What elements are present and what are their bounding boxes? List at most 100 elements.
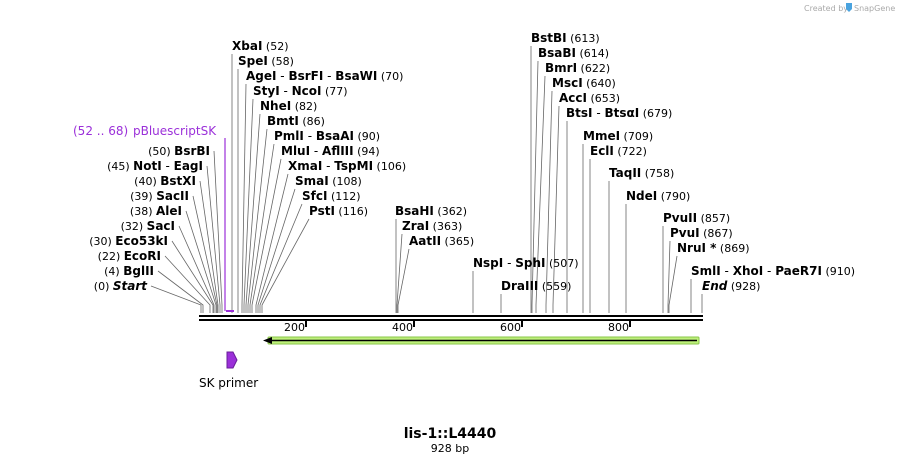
enzyme-label-32[interactable]: BtsI - BtsαI (679) <box>566 106 672 120</box>
enzyme-label-16[interactable]: (38) AleI <box>130 204 182 218</box>
enzyme-name: AgeI <box>246 69 276 83</box>
enzyme-label-40[interactable]: SmlI - XhoI - PaeR7I (910) <box>691 264 855 278</box>
enzyme-position: (82) <box>291 100 317 113</box>
enzyme-name: MluI <box>281 144 310 158</box>
enzyme-position: (40) <box>134 175 160 188</box>
enzyme-label-24[interactable]: AatII (365) <box>409 234 474 248</box>
enzyme-label-0[interactable]: XbaI (52) <box>232 39 288 53</box>
enzyme-separator: - <box>593 106 605 120</box>
enzyme-label-36[interactable]: NdeI (790) <box>626 189 690 203</box>
enzyme-label-7[interactable]: MluI - AflIII (94) <box>281 144 380 158</box>
enzyme-label-5[interactable]: BmtI (86) <box>267 114 325 128</box>
enzyme-label-30[interactable]: MscI (640) <box>552 76 616 90</box>
enzyme-label-18[interactable]: (30) Eco53kI <box>89 234 168 248</box>
enzyme-label-31[interactable]: AccI (653) <box>559 91 620 105</box>
enzyme-label-21[interactable]: (0) Start <box>94 279 148 293</box>
backbone-bottom-strand[interactable] <box>199 319 703 321</box>
enzyme-connector <box>257 188 296 313</box>
enzyme-position: (362) <box>434 205 467 218</box>
enzyme-connector <box>247 128 268 313</box>
enzyme-position: (70) <box>377 70 403 83</box>
enzyme-position: (758) <box>641 167 674 180</box>
enzyme-name: BtsαI <box>604 106 639 120</box>
enzyme-label-28[interactable]: BsaBI (614) <box>538 46 609 60</box>
enzyme-name: BglII <box>123 264 154 278</box>
enzyme-label-38[interactable]: PvuI (867) <box>670 226 733 240</box>
enzyme-connector <box>259 203 303 313</box>
enzyme-position: (507) <box>545 257 578 270</box>
enzyme-label-27[interactable]: BstBI (613) <box>531 31 600 45</box>
backbone-top-strand[interactable] <box>199 315 703 317</box>
enzyme-label-35[interactable]: TaqII (758) <box>609 166 674 180</box>
enzyme-label-39[interactable]: NruI * (869) <box>677 241 750 255</box>
map-title: lis-1::L4440 <box>404 426 497 442</box>
enzyme-connector <box>261 218 310 313</box>
enzyme-connector <box>192 195 218 313</box>
enzyme-label-2[interactable]: AgeI - BsrFI - BsaWI (70) <box>246 69 403 83</box>
enzyme-name: TaqII <box>609 166 641 180</box>
enzyme-label-13[interactable]: (45) NotI - EagI <box>107 159 203 173</box>
enzyme-position: (622) <box>577 62 610 75</box>
enzyme-label-14[interactable]: (40) BstXI <box>134 174 196 188</box>
enzyme-position: (45) <box>107 160 133 173</box>
enzyme-label-11[interactable]: PstI (116) <box>309 204 368 218</box>
enzyme-connector <box>552 105 560 313</box>
enzyme-label-15[interactable]: (39) SacII <box>130 189 189 203</box>
enzyme-connector <box>213 150 223 313</box>
enzyme-position: (116) <box>335 205 368 218</box>
enzyme-label-6[interactable]: PmlI - BsaAI (90) <box>274 129 380 143</box>
enzyme-connector <box>249 143 275 313</box>
enzyme-position: (722) <box>614 145 647 158</box>
enzyme-label-23[interactable]: ZraI (363) <box>402 219 462 233</box>
enzyme-connector <box>206 165 221 313</box>
enzyme-name: XhoI <box>733 264 764 278</box>
enzyme-label-17[interactable]: (32) SacI <box>121 219 175 233</box>
enzyme-separator: - <box>721 264 733 278</box>
enzyme-name: AccI <box>559 91 587 105</box>
enzyme-name: BmtI <box>267 114 299 128</box>
enzyme-label-4[interactable]: NheI (82) <box>260 99 317 113</box>
enzyme-name: EagI <box>174 159 203 173</box>
left-arrowhead-icon <box>263 337 272 344</box>
enzyme-position: (32) <box>121 220 147 233</box>
enzyme-connector <box>255 173 289 313</box>
enzyme-separator: - <box>503 256 515 270</box>
enzyme-name: NruI * <box>677 241 717 255</box>
enzyme-connector <box>178 225 215 313</box>
enzyme-label-26[interactable]: DraIII (559) <box>501 279 571 293</box>
feature-range: (52 .. 68) <box>73 124 128 138</box>
enzyme-position: (559) <box>538 280 571 293</box>
enzyme-label-10[interactable]: SfcI (112) <box>302 189 361 203</box>
enzyme-separator: - <box>322 159 334 173</box>
enzyme-label-22[interactable]: BsaHI (362) <box>395 204 467 218</box>
enzyme-label-34[interactable]: EclI (722) <box>590 144 647 158</box>
primer-label[interactable]: SK primer <box>199 376 258 390</box>
enzyme-label-20[interactable]: (4) BglII <box>104 264 154 278</box>
enzyme-label-8[interactable]: XmaI - TspMI (106) <box>288 159 406 173</box>
enzyme-name: PmlI <box>274 129 304 143</box>
enzyme-name: End <box>702 279 728 293</box>
enzyme-connector <box>199 180 219 313</box>
enzyme-label-1[interactable]: SpeI (58) <box>238 54 294 68</box>
feature-name[interactable]: pBluescriptSK <box>133 124 217 138</box>
enzyme-label-41[interactable]: End (928) <box>702 279 760 293</box>
enzyme-label-37[interactable]: PvuII (857) <box>663 211 730 225</box>
enzyme-label-19[interactable]: (22) EcoRI <box>98 249 161 263</box>
enzyme-label-3[interactable]: StyI - NcoI (77) <box>253 84 348 98</box>
enzyme-connector <box>535 75 546 313</box>
enzyme-separator: - <box>323 69 335 83</box>
enzyme-label-33[interactable]: MmeI (709) <box>583 129 653 143</box>
enzyme-connector <box>545 90 553 313</box>
enzyme-position: (86) <box>299 115 325 128</box>
enzyme-label-29[interactable]: BmrI (622) <box>545 61 610 75</box>
enzyme-name: Start <box>113 279 148 293</box>
enzyme-name: AatII <box>409 234 441 248</box>
primer-arrow-icon[interactable] <box>226 351 238 369</box>
enzyme-label-12[interactable]: (50) BsrBI <box>148 144 210 158</box>
enzyme-label-9[interactable]: SmaI (108) <box>295 174 362 188</box>
enzyme-name: BtsI <box>566 106 593 120</box>
enzyme-name: AflIII <box>322 144 354 158</box>
enzyme-label-25[interactable]: NspI - SphI (507) <box>473 256 579 270</box>
enzyme-position: (106) <box>373 160 406 173</box>
enzyme-connectors <box>150 46 703 313</box>
